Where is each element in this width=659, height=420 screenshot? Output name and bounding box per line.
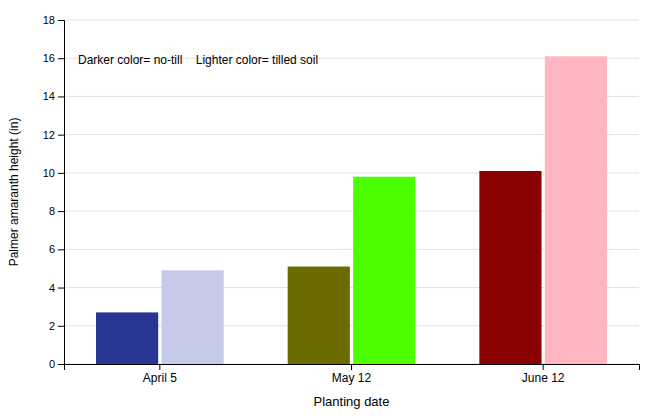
chart: 0 2 4 6 8 10 12 14 16 18 April 5 May 12 June 12 Plant…	[0, 0, 659, 420]
y-tick-label: 0	[49, 358, 55, 370]
y-tick-mark	[58, 249, 64, 250]
y-tick-label: 6	[49, 243, 55, 255]
y-tick: 16	[43, 52, 64, 64]
y-tick-mark	[58, 288, 64, 289]
x-tick-mark	[159, 364, 160, 370]
x-axis-line	[65, 365, 640, 371]
x-tick: May 12	[332, 364, 372, 385]
y-tick-mark	[58, 20, 64, 21]
bar	[545, 56, 607, 364]
y-tick: 2	[49, 320, 64, 332]
y-tick: 14	[43, 90, 64, 102]
y-tick: 0	[49, 358, 64, 370]
x-tick-label: April 5	[143, 371, 177, 385]
y-tick: 4	[49, 282, 64, 294]
bar	[353, 177, 415, 364]
y-tick: 12	[43, 129, 64, 141]
y-tick-mark	[58, 96, 64, 97]
y-tick-label: 14	[43, 90, 55, 102]
y-tick: 6	[49, 243, 64, 255]
y-tick-label: 16	[43, 52, 55, 64]
bar	[161, 270, 223, 364]
y-tick-label: 8	[49, 205, 55, 217]
y-tick-label: 4	[49, 282, 55, 294]
y-tick-label: 10	[43, 167, 55, 179]
y-tick-mark	[58, 211, 64, 212]
x-axis-title: Planting date	[314, 394, 390, 409]
y-tick-label: 18	[43, 14, 55, 26]
y-axis: 0 2 4 6 8 10 12 14 16 18	[43, 14, 65, 370]
grid	[64, 20, 639, 364]
y-tick-mark	[58, 364, 64, 365]
y-tick-mark	[58, 58, 64, 59]
x-tick-mark	[351, 364, 352, 370]
y-tick-label: 2	[49, 320, 55, 332]
x-tick-mark	[543, 364, 544, 370]
bar	[288, 267, 350, 364]
y-tick: 8	[49, 205, 64, 217]
y-tick-label: 12	[43, 129, 55, 141]
x-tick-label: June 12	[522, 371, 565, 385]
y-tick-mark	[58, 135, 64, 136]
x-tick-label: May 12	[332, 371, 372, 385]
x-tick: June 12	[522, 364, 565, 385]
x-tick: April 5	[143, 364, 177, 385]
y-tick: 10	[43, 167, 64, 179]
y-axis-line	[58, 21, 65, 365]
y-axis-title: Palmer amaranth height (in)	[7, 118, 21, 267]
y-tick-mark	[58, 173, 64, 174]
bar	[96, 312, 158, 364]
y-tick: 18	[43, 14, 64, 26]
plot: 0 2 4 6 8 10 12 14 16 18 April 5 May 12 June 12	[43, 14, 640, 385]
bar	[479, 171, 541, 364]
bars	[96, 56, 607, 364]
x-axis: April 5 May 12 June 12	[65, 364, 640, 385]
y-tick-mark	[58, 326, 64, 327]
grid-line	[64, 20, 639, 21]
annotation: Darker color= no-till Lighter color= til…	[78, 53, 318, 67]
